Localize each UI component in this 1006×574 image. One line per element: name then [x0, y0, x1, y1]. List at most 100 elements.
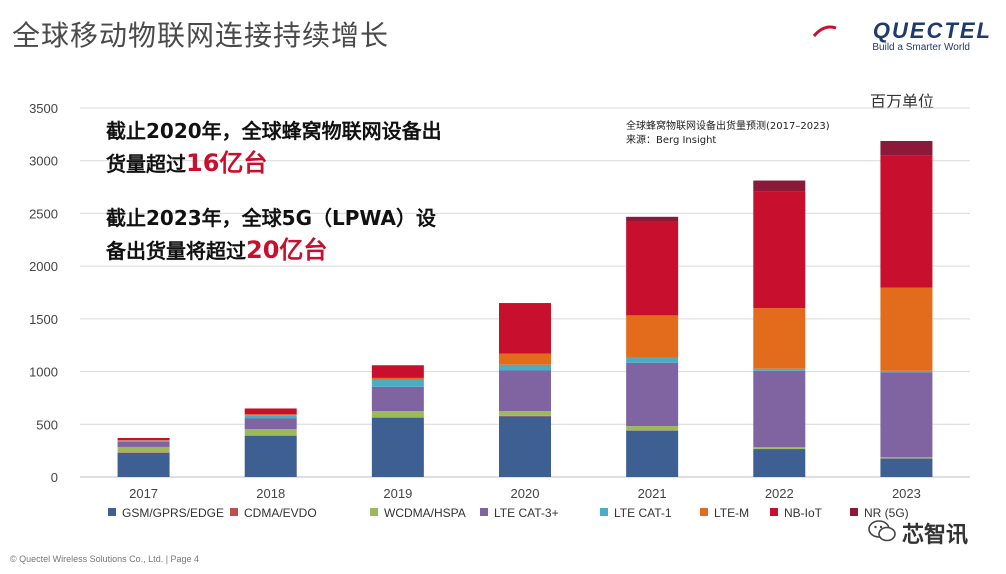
unit-label: 百万单位 [870, 92, 935, 111]
y-tick-label-500: 500 [36, 417, 58, 432]
bar-2017-series-2 [117, 446, 170, 453]
headline-line-1: 截止2020年，全球蜂窝物联网设备出 [106, 119, 442, 143]
y-tick-label-2000: 2000 [29, 259, 58, 274]
bar-2022-series-3 [753, 370, 806, 448]
x-tick-label-2023: 2023 [892, 486, 921, 501]
logo-swoosh-icon [812, 25, 837, 37]
bar-2021-series-3 [626, 362, 679, 427]
headline-line-2-text: 货量超过 [106, 152, 186, 176]
bar-2023-series-7 [880, 140, 933, 156]
bar-2017-series-6 [117, 437, 170, 441]
legend-label-7: NR (5G) [864, 506, 909, 520]
slide-title: 全球移动物联网连接持续增长 [12, 19, 390, 52]
bar-2019-series-5 [371, 377, 424, 380]
y-tick-label-1000: 1000 [29, 365, 58, 380]
bar-2019-series-4 [371, 379, 424, 387]
x-tick-label-2020: 2020 [511, 486, 540, 501]
x-tick-label-2021: 2021 [638, 486, 667, 501]
bar-2018-series-5 [244, 414, 297, 416]
headline-line-2: 货量超过16亿台 [106, 148, 267, 179]
bar-2020-series-3 [499, 370, 551, 412]
bar-2020-series-6 [499, 303, 551, 354]
legend-label-6: NB-IoT [784, 506, 823, 520]
x-tick-label-2022: 2022 [765, 486, 794, 501]
footer: © Quectel Wireless Solutions Co., Ltd. |… [10, 554, 200, 564]
bar-2022-series-7 [753, 180, 806, 192]
chart-source-note: 来源：Berg Insight [626, 135, 717, 146]
bar-2021-series-0 [626, 430, 679, 477]
bar-2019-series-1 [371, 417, 424, 418]
x-tick-label-2019: 2019 [383, 486, 412, 501]
bar-2018-series-6 [244, 408, 297, 415]
headline-line-4: 备出货量将超过20亿台 [106, 235, 327, 266]
bar-2022-series-4 [753, 368, 806, 371]
legend-swatch-0 [108, 508, 116, 516]
bar-2018-series-0 [244, 435, 297, 477]
legend-swatch-6 [770, 508, 778, 516]
bar-2019-series-2 [371, 411, 424, 418]
bar-2018-series-3 [244, 418, 297, 430]
legend-swatch-7 [850, 508, 858, 516]
bar-2017-series-1 [117, 452, 170, 453]
bar-2017-series-3 [117, 441, 170, 447]
headline-line-4-text: 备出货量将超过 [106, 239, 246, 263]
legend-label-2: WCDMA/HSPA [384, 506, 466, 520]
headline-highlight-16: 16亿台 [186, 149, 268, 177]
legend-label-1: CDMA/EVDO [244, 506, 317, 520]
bar-2023-series-5 [880, 287, 933, 371]
bar-2017-series-5 [117, 440, 170, 441]
bar-2022-series-5 [753, 308, 806, 369]
bar-2020-series-0 [499, 416, 551, 477]
company-logo: QUECTEL Build a Smarter World [812, 18, 992, 58]
bar-2023-series-4 [880, 370, 933, 373]
headline-line-3: 截止2023年，全球5G（LPWA）设 [106, 206, 437, 230]
x-tick-label-2018: 2018 [256, 486, 285, 501]
legend-swatch-5 [700, 508, 708, 516]
logo-wordmark: QUECTEL [872, 18, 992, 43]
bar-2020-series-4 [499, 364, 551, 371]
bar-2018-series-4 [244, 415, 297, 419]
legend-label-0: GSM/GPRS/EDGE [122, 506, 224, 520]
legend-swatch-4 [600, 508, 608, 516]
bar-2017-series-4 [117, 440, 170, 442]
bar-2021-series-7 [626, 216, 679, 222]
bar-2019-series-6 [371, 365, 424, 378]
legend-swatch-3 [480, 508, 488, 516]
y-tick-label-0: 0 [51, 470, 58, 485]
bar-2017-series-0 [117, 452, 170, 477]
y-tick-label-2500: 2500 [29, 206, 58, 221]
bar-2021-series-4 [626, 357, 679, 363]
y-tick-label-3000: 3000 [29, 154, 58, 169]
legend-label-5: LTE-M [714, 506, 749, 520]
bar-2023-series-0 [880, 458, 933, 477]
bar-2023-series-2 [880, 457, 933, 459]
bar-2018-series-2 [244, 429, 297, 436]
bar-2019-series-0 [371, 417, 424, 477]
bar-2021-series-6 [626, 221, 679, 316]
legend-label-3: LTE CAT-3+ [494, 506, 559, 520]
bar-2020-series-2 [499, 411, 551, 416]
bar-2021-series-5 [626, 315, 679, 358]
bar-2022-series-0 [753, 449, 806, 477]
bar-2021-series-2 [626, 426, 679, 431]
bar-2022-series-2 [753, 447, 806, 449]
chart-source: 全球蜂窝物联网设备出货量预测(2017–2023) 来源：Berg Insigh… [626, 120, 830, 148]
legend-swatch-2 [370, 508, 378, 516]
bar-2020-series-5 [499, 353, 551, 365]
headline-highlight-20: 20亿台 [246, 236, 328, 264]
bar-2022-series-6 [753, 191, 806, 309]
legend-swatch-1 [230, 508, 238, 516]
bar-2023-series-6 [880, 155, 933, 288]
wechat-watermark: 芯智讯 [868, 515, 988, 549]
watermark-text: 芯智讯 [902, 523, 969, 548]
bar-2018-series-1 [244, 435, 297, 436]
wechat-icon [868, 520, 896, 542]
bar-2020-series-1 [499, 415, 551, 417]
bar-2019-series-3 [371, 386, 424, 412]
bar-2023-series-3 [880, 372, 933, 458]
y-tick-label-1500: 1500 [29, 312, 58, 327]
x-tick-label-2017: 2017 [129, 486, 158, 501]
chart-title-note: 全球蜂窝物联网设备出货量预测(2017–2023) [626, 121, 830, 132]
logo-tagline: Build a Smarter World [872, 42, 970, 53]
